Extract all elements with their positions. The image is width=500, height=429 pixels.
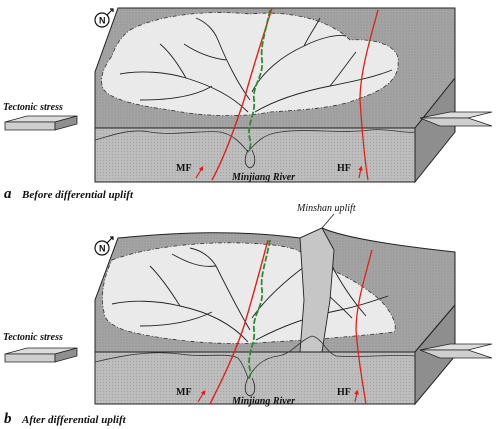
stress-label-left-b: Tectonic stress bbox=[3, 332, 63, 343]
caption-text-a: Before differential uplift bbox=[21, 189, 134, 201]
fault-label-hf-a: HF bbox=[337, 163, 351, 174]
river-mouth-icon bbox=[244, 377, 256, 397]
uplift-leader bbox=[321, 213, 335, 229]
fault-hf-a bbox=[359, 9, 379, 181]
fault-arrow-icon bbox=[197, 389, 206, 403]
svg-text:N: N bbox=[99, 244, 106, 254]
stress-label-left-a: Tectonic stress bbox=[3, 102, 63, 113]
fault-hf-b bbox=[355, 249, 373, 405]
river-mouth-icon bbox=[244, 149, 256, 169]
fault-label-hf-b: HF bbox=[337, 387, 351, 398]
profile-b bbox=[94, 335, 416, 379]
fault-arrow-icon bbox=[195, 165, 204, 179]
fault-mf-b bbox=[209, 239, 269, 405]
north-arrow-icon: N bbox=[94, 8, 114, 28]
panel-a: N Tectonic stress MF HF Minjiang River a… bbox=[3, 7, 493, 202]
fault-label-mf-b: MF bbox=[176, 387, 192, 398]
fault-arrow-icon bbox=[354, 389, 359, 403]
stress-arrow-icon bbox=[4, 347, 78, 363]
block-end-a bbox=[414, 76, 456, 184]
stress-arrow-icon bbox=[419, 343, 493, 359]
north-arrow-icon: N bbox=[94, 236, 114, 256]
tributaries-a bbox=[119, 17, 393, 113]
river-b bbox=[247, 239, 271, 381]
uplift-label: Minshan uplift bbox=[296, 203, 356, 214]
fault-label-mf-a: MF bbox=[176, 163, 192, 174]
stress-arrow-icon bbox=[419, 111, 493, 127]
panel-b: N Minshan uplift Tectonic stress MF HF M… bbox=[3, 203, 493, 427]
caption-letter-a: a bbox=[4, 186, 12, 202]
uplift-ridge bbox=[299, 227, 335, 353]
stress-arrow-icon bbox=[4, 115, 78, 131]
river-a bbox=[247, 9, 271, 153]
caption-letter-b: b bbox=[4, 411, 12, 427]
river-label-b: Minjiang River bbox=[231, 396, 295, 407]
fault-arrow-icon bbox=[358, 165, 363, 179]
caption-text-b: After differential uplift bbox=[21, 414, 127, 426]
svg-text:N: N bbox=[99, 16, 106, 26]
river-label-a: Minjiang River bbox=[231, 172, 295, 183]
